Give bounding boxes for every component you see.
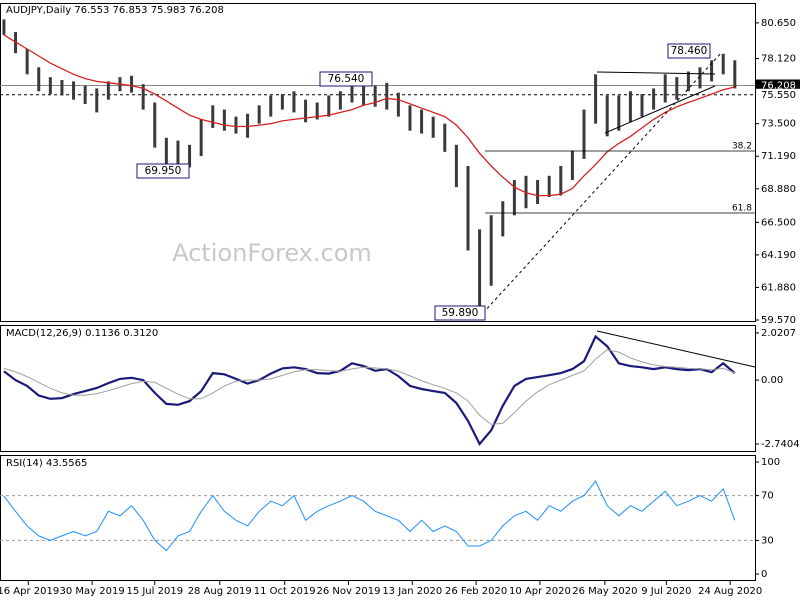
y-tick-label: 80.650 — [761, 18, 796, 29]
x-tick-label: 28 Aug 2019 — [188, 586, 252, 597]
indicator-line — [3, 349, 735, 425]
y-tick-label: 78.120 — [761, 54, 796, 65]
price-label-box — [756, 88, 800, 101]
y-tick-label: 59.570 — [761, 315, 796, 326]
y-tick-label: 68.880 — [761, 184, 796, 195]
x-tick-label: 24 Aug 2020 — [698, 586, 762, 597]
moving-average — [3, 34, 735, 197]
y-tick-label: 70 — [761, 491, 774, 502]
y-tick-label: 71.190 — [761, 151, 796, 162]
x-tick-label: 15 Jul 2019 — [126, 586, 183, 597]
y-tick-label: 2.0207 — [761, 328, 796, 339]
annotation-box — [136, 163, 190, 179]
x-tick-label: 26 Feb 2020 — [445, 586, 507, 597]
annotation-box — [667, 43, 711, 59]
y-tick-label: 0 — [761, 569, 767, 580]
y-tick-label: 30 — [761, 535, 774, 546]
divergence-line — [596, 330, 756, 368]
x-tick-label: 30 May 2019 — [60, 586, 125, 597]
x-tick-label: 26 Nov 2019 — [316, 586, 380, 597]
price-label: 75.550 — [761, 90, 796, 101]
x-tick-label: 10 Apr 2020 — [509, 586, 571, 597]
annotation: 76.540 — [328, 73, 365, 85]
annotation-box — [319, 71, 373, 87]
x-tick-label: 9 Jul 2020 — [641, 586, 691, 597]
x-tick-label: 16 Apr 2019 — [0, 586, 59, 597]
y-tick-label: 100 — [761, 457, 780, 468]
annotation: 78.460 — [671, 45, 708, 57]
triangle-line — [604, 85, 716, 134]
indicator-line — [3, 480, 736, 552]
indicator-line — [3, 334, 736, 446]
annotation: 69.950 — [145, 165, 182, 177]
y-tick-label: -2.7404 — [761, 439, 800, 450]
x-tick-label: 13 Jan 2020 — [382, 586, 442, 597]
y-tick-label: 0.00 — [761, 375, 783, 386]
annotation-box — [434, 305, 486, 321]
y-tick-label: 66.500 — [761, 217, 796, 228]
fib-label: 61.8 — [732, 204, 752, 214]
fib-label: 38.2 — [732, 142, 752, 152]
y-tick-label: 61.880 — [761, 282, 796, 293]
panel-title: MACD(12,26,9) 0.1136 0.3120 — [6, 328, 158, 339]
macd-panel — [0, 325, 756, 452]
price-label: 76.208 — [761, 81, 796, 92]
panel-title: RSI(14) 43.5565 — [6, 458, 87, 469]
trend-line — [482, 51, 723, 314]
rsi-panel — [0, 455, 756, 581]
y-tick-label: 64.190 — [761, 250, 796, 261]
price-panel — [0, 3, 756, 322]
annotation: 59.890 — [442, 307, 479, 319]
price-label-box — [756, 79, 800, 92]
y-tick-label: 73.500 — [761, 119, 796, 130]
watermark: ActionForex.com — [172, 239, 372, 267]
triangle-line — [596, 71, 716, 75]
x-tick-label: 26 May 2020 — [572, 586, 637, 597]
x-tick-label: 11 Oct 2019 — [254, 586, 316, 597]
chart-title: AUDJPY,Daily 76.553 76.853 75.983 76.208 — [6, 5, 224, 16]
